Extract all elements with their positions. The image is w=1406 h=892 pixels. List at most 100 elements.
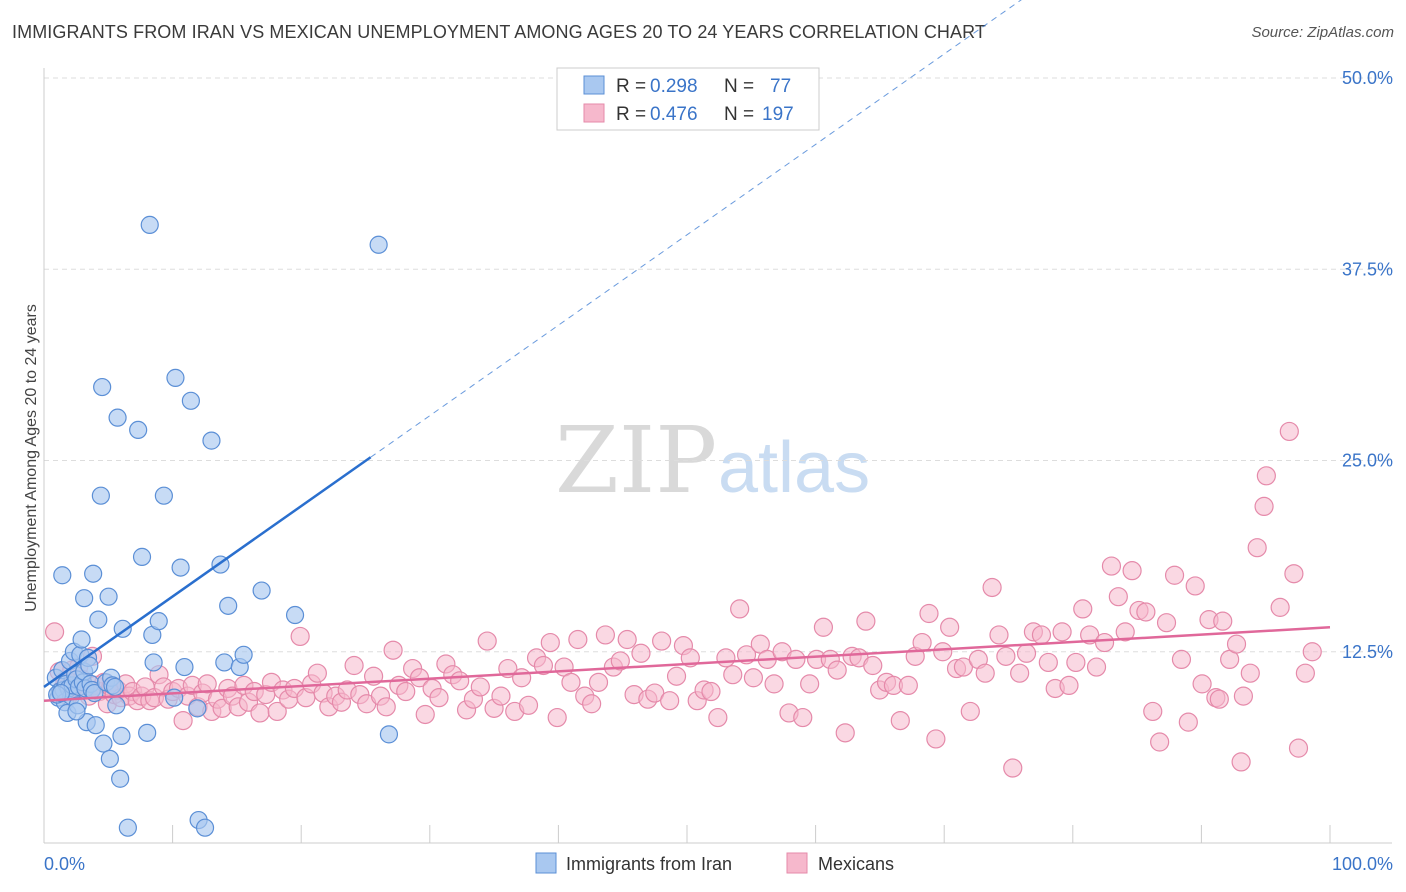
iran-point xyxy=(195,818,215,837)
mexicans-point xyxy=(44,622,65,642)
mexicans-point xyxy=(1086,657,1107,677)
mexicans-point xyxy=(1233,686,1254,706)
mexicans-point xyxy=(898,675,918,696)
mexicans-point xyxy=(290,626,310,647)
axes xyxy=(43,68,1392,844)
mexicans-point xyxy=(1052,622,1072,642)
mexicans-point xyxy=(1213,611,1233,631)
mexicans-point xyxy=(1066,652,1086,673)
y-axis-label: Unemployment Among Ages 20 to 24 years xyxy=(23,304,40,612)
iran-point xyxy=(112,726,131,746)
mexicans-point xyxy=(429,688,449,708)
mexicans-point xyxy=(1003,758,1023,778)
mexicans-point xyxy=(1254,496,1274,516)
mexicans-point xyxy=(512,668,532,688)
mexicans-point xyxy=(701,681,721,702)
mexicans-point xyxy=(1226,634,1247,654)
mexicans-point xyxy=(1171,649,1192,670)
mexicans-point xyxy=(518,695,539,715)
bottom-legend-swatch-mexicans xyxy=(786,852,808,874)
mexicans-point xyxy=(1284,564,1304,584)
mexicans-point xyxy=(1073,599,1093,619)
mexicans-point xyxy=(1295,663,1315,683)
iran-point xyxy=(140,215,159,234)
mexicans-point xyxy=(856,611,876,631)
iran-point xyxy=(149,612,168,631)
iran-point xyxy=(129,420,148,439)
mexicans-point xyxy=(1156,613,1177,633)
mexicans-point xyxy=(953,657,974,677)
mexicans-point xyxy=(1247,538,1267,558)
mexicans-point xyxy=(982,577,1002,598)
iran-point xyxy=(86,716,105,735)
iran-point xyxy=(89,610,108,629)
mexicans-point xyxy=(470,677,490,697)
mexicans-point xyxy=(1185,576,1205,596)
mexicans-point xyxy=(1094,632,1115,653)
iran-point xyxy=(171,558,190,577)
x-tick-label-1: 100.0% xyxy=(1332,854,1393,874)
mexicans-point xyxy=(376,697,396,717)
legend-swatch-mexicans xyxy=(583,103,605,123)
mexicans-point xyxy=(793,707,813,728)
iran-point xyxy=(252,581,271,600)
mexicans-point xyxy=(940,617,960,637)
iran-point xyxy=(175,657,194,677)
y-tick-label-1: 25.0% xyxy=(1342,451,1393,471)
watermark-atlas: atlas xyxy=(718,428,870,508)
y-tick-labels: 12.5% 25.0% 37.5% 50.0% xyxy=(1342,68,1393,662)
mexicans-point xyxy=(450,671,470,691)
iran-point xyxy=(80,656,99,675)
mexicans-point xyxy=(800,674,820,694)
mexicans-point xyxy=(1302,642,1322,662)
mexicans-point xyxy=(716,648,736,668)
mexicans-point xyxy=(617,629,637,650)
mexicans-point xyxy=(743,668,764,688)
iran-point xyxy=(67,702,86,721)
iran-point xyxy=(154,486,173,505)
trend-lines xyxy=(43,0,1331,702)
iran-point xyxy=(166,368,185,387)
mexicans-point xyxy=(561,672,581,692)
mexicans-point xyxy=(588,672,609,692)
iran-point xyxy=(108,408,127,427)
mexicans-point xyxy=(764,674,784,694)
legend-r-value-iran: 0.298 xyxy=(650,76,698,97)
mexicans-point xyxy=(307,663,327,683)
mexicans-point xyxy=(568,629,588,650)
mexicans-point xyxy=(1231,752,1251,772)
y-tick-label-3: 50.0% xyxy=(1342,68,1393,88)
grid-lines xyxy=(44,77,1392,653)
iran-point xyxy=(144,653,163,672)
iran-point xyxy=(111,769,130,788)
mexicans-point xyxy=(197,674,217,694)
iran-point xyxy=(91,486,110,505)
mexicans-point xyxy=(173,710,193,731)
legend-r-value-mexicans: 0.476 xyxy=(650,104,698,125)
legend-r-label-iran: R = xyxy=(616,76,646,97)
y-tick-label-0: 12.5% xyxy=(1342,642,1393,662)
mexicans-point xyxy=(1010,663,1030,683)
mexicans-point xyxy=(1164,565,1185,585)
mexicans-point xyxy=(1080,625,1100,645)
iran-point xyxy=(93,377,112,397)
mexicans-point xyxy=(250,703,270,723)
mexicans-point xyxy=(863,655,883,676)
legend-swatch-iran xyxy=(583,75,605,95)
mexicans-points xyxy=(44,421,1322,778)
mexicans-point xyxy=(1150,732,1170,752)
mexicans-point xyxy=(533,655,554,676)
mexicans-point xyxy=(267,701,287,722)
legend-n-value-mexicans: 197 xyxy=(762,104,794,125)
mexicans-point xyxy=(1288,738,1309,758)
mexicans-point xyxy=(344,655,364,676)
iran-point xyxy=(215,653,234,672)
mexicans-point xyxy=(652,631,672,651)
mexicans-point xyxy=(1143,701,1163,722)
mexicans-point xyxy=(631,643,651,663)
iran-point xyxy=(369,235,388,254)
iran-point xyxy=(188,699,207,718)
iran-point xyxy=(99,587,118,606)
iran-point xyxy=(105,677,125,697)
